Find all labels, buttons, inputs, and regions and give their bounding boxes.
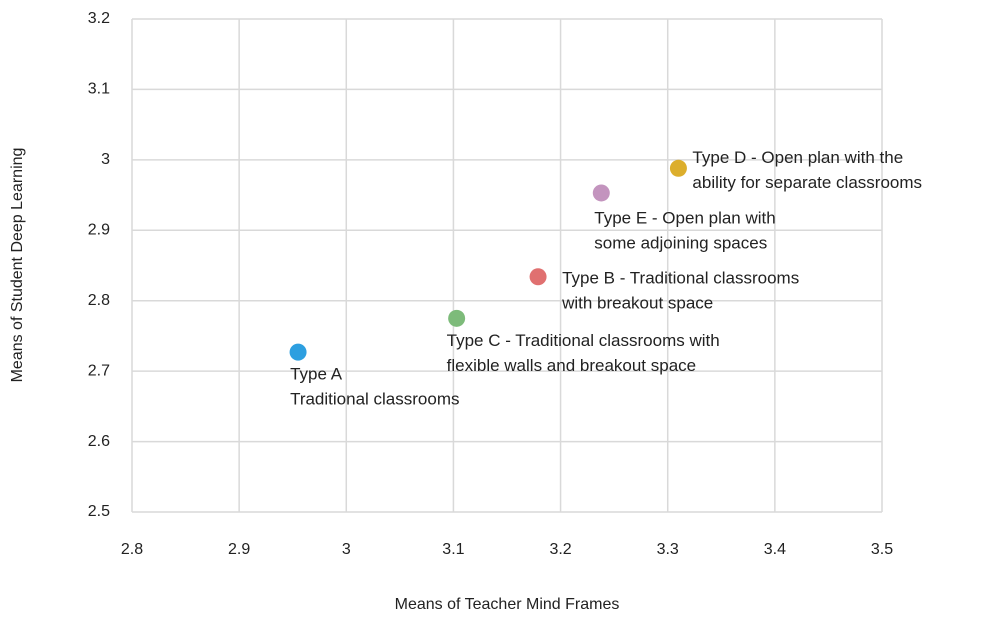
point <box>448 309 466 327</box>
point <box>289 343 307 361</box>
y-tick-label: 2.8 <box>88 292 110 309</box>
y-tick-label: 2.9 <box>88 222 110 239</box>
y-tick-label: 3.2 <box>88 10 110 27</box>
x-axis-label: Means of Teacher Mind Frames <box>395 596 620 613</box>
point-label: with breakout space <box>561 293 713 312</box>
y-tick-label: 3.1 <box>88 81 110 98</box>
point-label: Type A <box>290 365 343 384</box>
point-label: flexible walls and breakout space <box>447 356 696 375</box>
point-label: Traditional classrooms <box>290 390 459 409</box>
x-tick-label: 2.9 <box>228 541 250 558</box>
point-label: Type E - Open plan with <box>594 208 775 227</box>
y-axis-label: Means of Student Deep Learning <box>9 148 26 383</box>
point-label: Type D - Open plan with the <box>692 148 903 167</box>
x-tick-label: 3.4 <box>764 541 786 558</box>
point <box>592 184 610 202</box>
point-label: Type C - Traditional classrooms with <box>447 331 720 350</box>
point <box>529 268 547 286</box>
x-tick-label: 3.2 <box>549 541 571 558</box>
point-label: Type B - Traditional classrooms <box>562 268 799 287</box>
x-tick-label: 3.1 <box>442 541 464 558</box>
y-tick-label: 3 <box>101 151 110 168</box>
point <box>669 159 687 177</box>
y-tick-label: 2.7 <box>88 362 110 379</box>
x-tick-label: 3.5 <box>871 541 893 558</box>
x-tick-label: 3.3 <box>657 541 679 558</box>
point-label: ability for separate classrooms <box>692 173 922 192</box>
x-tick-label: 3 <box>342 541 351 558</box>
point-label: some adjoining spaces <box>594 233 767 252</box>
y-tick-label: 2.5 <box>88 503 110 520</box>
x-tick-label: 2.8 <box>121 541 143 558</box>
y-tick-label: 2.6 <box>88 433 110 450</box>
